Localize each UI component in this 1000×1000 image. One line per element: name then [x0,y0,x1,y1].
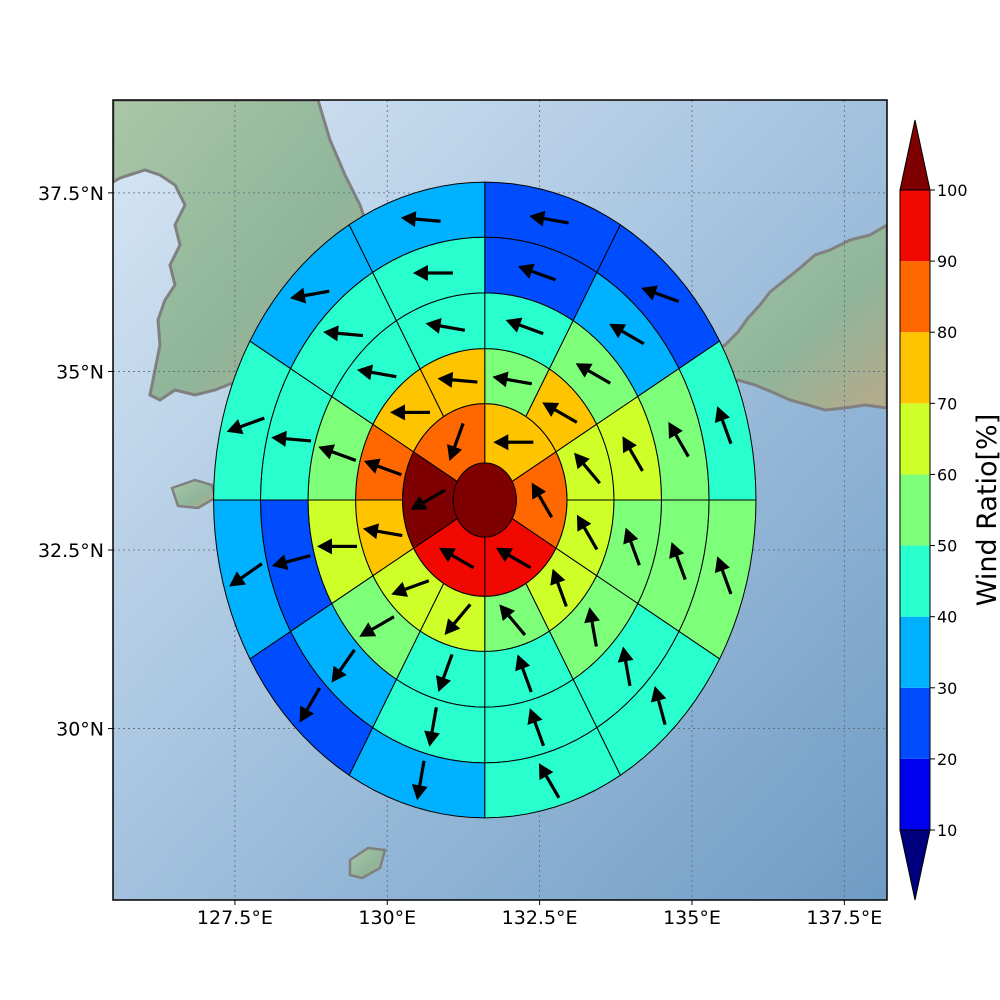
wind-arrow [495,547,532,570]
wind-arrow [617,646,634,687]
wind-arrow [714,556,733,595]
wind-arrow [271,554,311,570]
colorbar-bin [900,332,930,404]
wind-arrow [668,421,690,458]
y-tick-label: 30°N [56,719,104,741]
wind-arrow [425,318,466,334]
colorbar-bin [900,403,930,475]
wind-arrow [669,542,687,581]
wind-arrow [542,402,578,424]
x-tick-label: 135°E [663,907,721,929]
colorbar-tick-label: 70 [937,394,957,413]
wind-arrow [714,406,733,445]
x-tick-label: 132.5°E [502,907,578,929]
wind-arrow [317,538,357,555]
wind-arrow [323,325,364,342]
colorbar-frame [899,189,931,831]
wind-arrow [550,568,568,607]
wind-arrow [515,654,533,693]
wind-arrow [623,527,641,566]
map-panel [112,99,888,901]
wind-arrow [444,603,472,636]
wind-arrow [574,452,601,485]
wind-arrow [529,210,569,227]
colorbar-bin [900,687,930,759]
colorbar-tick-label: 60 [937,465,957,484]
colorbar-tick-label: 20 [937,750,957,769]
wind-arrow [289,287,330,304]
colorbar-extend-max [899,119,931,191]
wind-arrow [438,547,475,570]
wind-arrow [499,604,527,637]
wind-arrow [437,371,478,388]
wind-arrow [331,648,356,683]
wind-arrow [641,285,680,304]
wind-direction-arrows [226,210,733,801]
colorbar-bin [900,474,930,546]
wind-arrow [650,685,667,726]
colorbar-tick-label: 40 [937,608,957,627]
wind-arrow [492,371,533,388]
wind-arrow [271,430,312,447]
wind-arrow [410,488,446,510]
wind-arrow [390,404,430,421]
x-tick-label: 127.5°E [197,907,273,929]
wind-arrow [412,265,453,281]
colorbar-tick-label: 10 [937,821,957,840]
y-tick-label: 32.5°N [38,540,104,562]
colorbar-tick-label: 80 [937,323,957,342]
wind-arrow [356,364,397,381]
colorbar-bin [900,758,930,830]
wind-arrow [318,444,357,462]
wind-arrow [609,323,645,346]
colorbar-tick-label: 30 [937,679,957,698]
colorbar: 10 20 30 40 50 60 70 80 90 100 [899,119,968,901]
wind-arrow [299,687,321,723]
amami-island [348,846,387,880]
wind-arrow [411,760,428,801]
colorbar-bin [900,616,930,688]
wind-arrow [575,363,612,385]
colorbar-tick-label: 90 [937,252,957,271]
wind-arrow [226,416,265,435]
wind-arrow [400,211,441,228]
wind-arrow [584,607,600,647]
wind-arrow [363,458,402,477]
colorbar-bin [900,545,930,617]
colorbar-label: Wind Ratio[%] [972,414,1000,606]
wind-arrow [362,523,403,540]
wind-arrow [424,707,440,747]
wind-ratio-sectors [213,181,757,819]
x-tick-label: 130°E [358,907,416,929]
wind-arrow [505,317,544,336]
wind-arrow [538,763,561,799]
colorbar-tick-label: 50 [937,537,957,556]
wind-arrow [359,615,395,637]
wind-arrow [531,482,554,519]
wind-arrow [517,263,557,282]
wind-arrow [622,436,644,472]
colorbar-tick-label: 100 [937,181,968,200]
longitude-ticks: 127.5°E 130°E 132.5°E 135°E 137.5°E [197,900,882,929]
wind-arrow [576,514,599,551]
map-frame [112,99,888,901]
wind-arrow [527,708,546,747]
wind-arrow [229,562,263,587]
colorbar-bin [900,190,930,262]
y-tick-label: 35°N [56,361,104,383]
wind-arrow [435,653,454,692]
y-tick-label: 37.5°N [38,183,104,205]
wind-sector [348,181,486,274]
latitude-ticks: 30°N 32.5°N 35°N 37.5°N [38,183,113,741]
x-tick-label: 137.5°E [806,907,882,929]
colorbar-extend-min [899,829,931,901]
wind-arrow [391,579,430,597]
wind-arrow [447,422,465,461]
wind-arrow [493,434,534,451]
colorbar-bin [900,261,930,333]
